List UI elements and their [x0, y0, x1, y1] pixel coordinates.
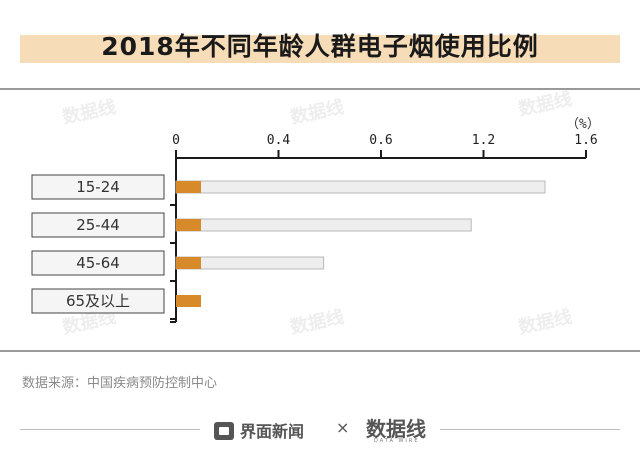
category-box: [31, 288, 165, 314]
x-tick-label: 0.6: [369, 133, 392, 148]
category-box: [31, 212, 165, 238]
category-label: 45-64: [76, 254, 120, 272]
title-band: [20, 35, 620, 63]
bar-accent: [176, 295, 201, 307]
category-label: 15-24: [76, 178, 120, 196]
category-box: [31, 250, 165, 276]
bar-track: [175, 218, 472, 232]
x-tick-label: 1.6: [574, 133, 597, 148]
footer-line-right: [440, 429, 620, 430]
data-source: 数据来源：中国疾病预防控制中心: [22, 376, 218, 391]
brand-name: 界面新闻: [240, 422, 305, 441]
x-tick-label: 0: [172, 133, 180, 148]
brand-logo: 界面新闻: [214, 418, 304, 442]
category-label: 65及以上: [66, 292, 130, 310]
bar-accent: [176, 257, 201, 269]
unit-label: （%）: [566, 117, 600, 132]
top-divider: [0, 88, 640, 90]
partner-logo-sub: DATA WIRE: [374, 438, 420, 444]
x-tick-label: 0.4: [267, 133, 291, 148]
footer-line-left: [20, 429, 200, 430]
x-tick-label: 1.2: [472, 133, 495, 148]
footer: 界面新闻 × 数据线 DATA WIRE: [0, 412, 640, 448]
bottom-divider: [0, 350, 640, 352]
brand-icon: [214, 422, 234, 440]
partner-logo: 数据线: [366, 417, 426, 441]
category-box: [31, 174, 165, 200]
bar-accent: [176, 219, 201, 231]
category-label: 25-44: [76, 216, 120, 234]
bar-chart: 0 0.4 0.6 1.2 1.6 15-24 25-44 45-64 65及以上: [31, 133, 598, 323]
bar-track: [175, 180, 546, 194]
separator: ×: [336, 418, 350, 437]
chart-title: 2018年不同年龄人群电子烟使用比例: [101, 32, 539, 61]
bar-accent: [176, 181, 201, 193]
